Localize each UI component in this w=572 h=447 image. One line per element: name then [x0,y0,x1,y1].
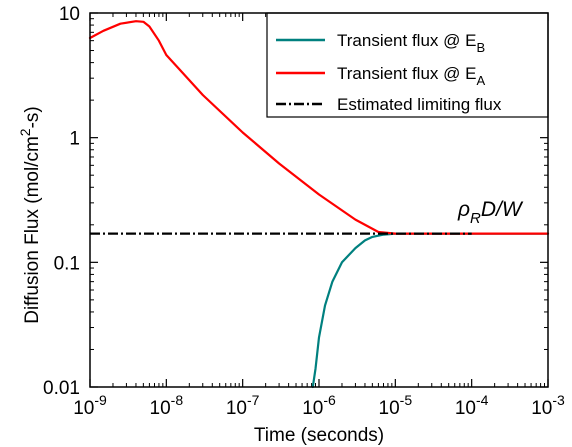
series-layer [88,20,550,389]
series-line-transient-flux-e-a [88,20,550,235]
y-tick-label: 10 [59,4,80,25]
series-line-transient-flux-e-b [311,232,550,389]
x-tick-label: 10-9 [73,392,107,419]
x-tick-label: 10-8 [150,392,184,419]
x-tick-label: 10-5 [379,392,413,419]
y-tick-label: 0.01 [43,378,80,399]
plot-frame [89,12,549,388]
ticks-layer: 10-9 10-8 10-7 10-6 10-5 10-4 10-3 0.01 0.1 1 10 [43,4,565,419]
x-tick-label: 10-7 [226,392,260,419]
y-tick-label: 0.1 [54,253,80,274]
legend-label: Transient flux @ EA [337,64,485,88]
legend-box [266,12,549,118]
x-tick-label: 10-6 [302,392,336,419]
legend-label: Estimated limiting flux [337,95,502,114]
x-axis-label: Time (seconds) [254,425,384,446]
limiting-flux-annotation: ρRD/W [457,198,524,227]
x-tick-label: 10-3 [531,392,565,419]
y-axis-label: Diffusion Flux (mol/cm2-s) [17,106,43,324]
legend: Transient flux @ EB Transient flux @ EA Es… [266,12,549,118]
legend-label: Transient flux @ EB [337,31,485,55]
x-tick-label: 10-4 [455,392,489,419]
y-tick-label: 1 [69,129,80,150]
